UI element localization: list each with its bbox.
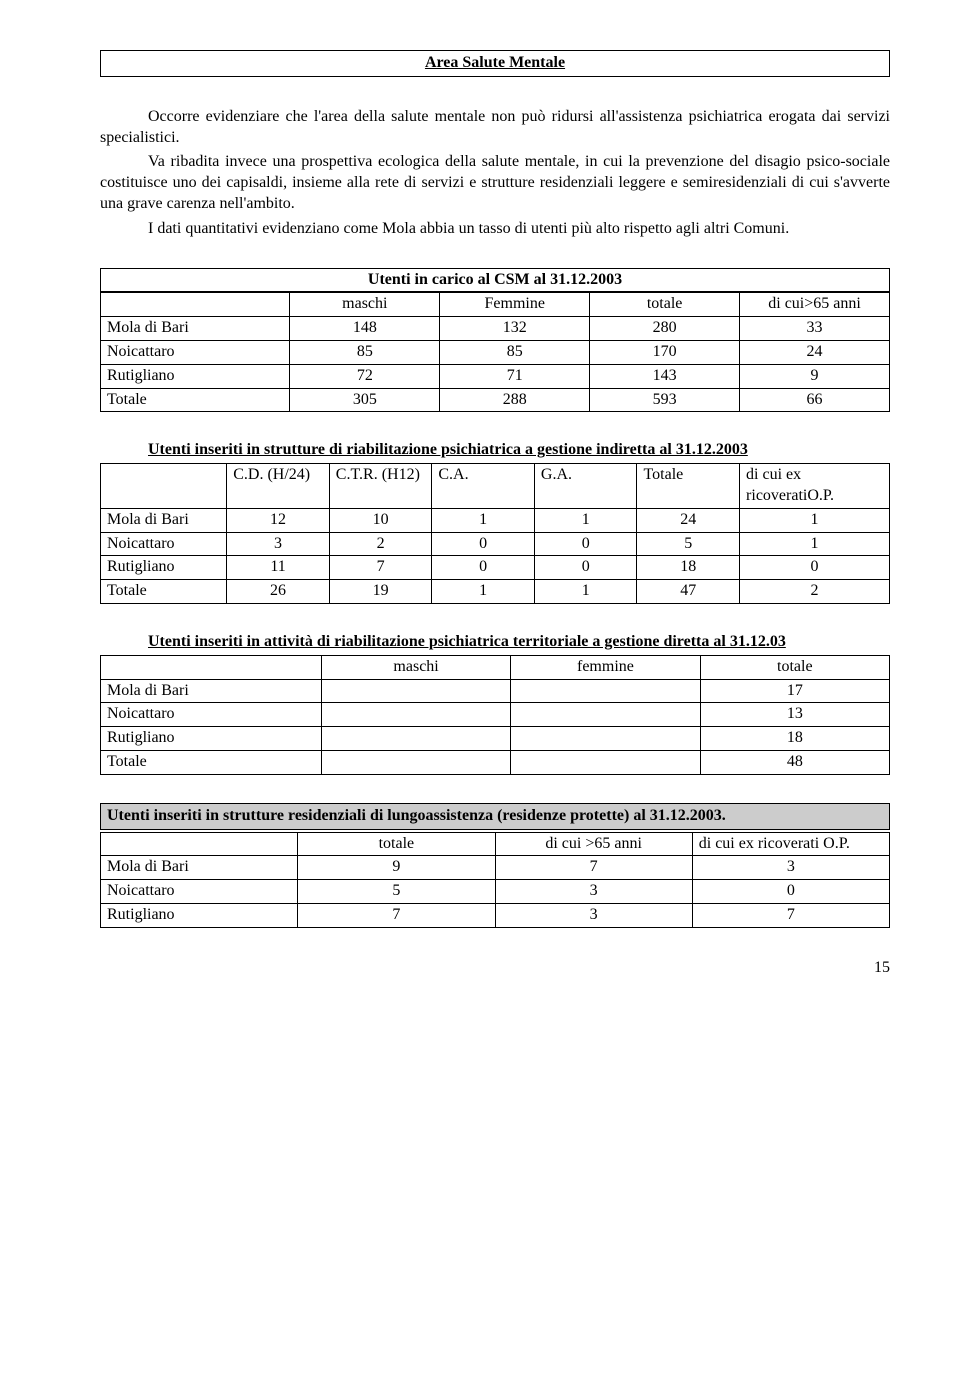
page-title-box: Area Salute Mentale xyxy=(100,50,890,77)
table2-title: Utenti inseriti in strutture di riabilit… xyxy=(148,440,890,461)
table-row: Noicattaro13 xyxy=(101,703,890,727)
paragraph-2: Va ribadita invece una prospettiva ecolo… xyxy=(100,152,890,214)
table1-title: Utenti in carico al CSM al 31.12.2003 xyxy=(101,268,890,292)
table3-title: Utenti inseriti in attività di riabilita… xyxy=(148,632,890,653)
table-header-cell: Femmine xyxy=(440,293,590,317)
table-header-cell: di cui>65 anni xyxy=(740,293,890,317)
table-row: Noicattaro858517024 xyxy=(101,340,890,364)
table-header-row: maschi Femmine totale di cui>65 anni xyxy=(101,293,890,317)
table-row: Totale48 xyxy=(101,750,890,774)
table-row: Mola di Bari121011241 xyxy=(101,508,890,532)
table-row: Rutigliano737 xyxy=(101,903,890,927)
paragraph-1: Occorre evidenziare che l'area della sal… xyxy=(100,107,890,149)
table-header-row: totale di cui >65 anni di cui ex ricover… xyxy=(101,832,890,856)
table-header-cell: totale xyxy=(590,293,740,317)
table-row: Mola di Bari14813228033 xyxy=(101,317,890,341)
table1-title-box: Utenti in carico al CSM al 31.12.2003 xyxy=(100,268,890,293)
table-header-cell xyxy=(101,293,290,317)
table4-title: Utenti inseriti in strutture residenzial… xyxy=(100,803,890,830)
page-number: 15 xyxy=(100,958,890,979)
table-row: Noicattaro320051 xyxy=(101,532,890,556)
table-row: Totale261911472 xyxy=(101,580,890,604)
table4: totale di cui >65 anni di cui ex ricover… xyxy=(100,832,890,928)
table2: C.D. (H/24) C.T.R. (H12) C.A. G.A. Total… xyxy=(100,463,890,604)
table-row: Totale30528859366 xyxy=(101,388,890,412)
table-row: Mola di Bari973 xyxy=(101,856,890,880)
table-row: Mola di Bari17 xyxy=(101,679,890,703)
page-title: Area Salute Mentale xyxy=(425,54,565,71)
table-header-row: C.D. (H/24) C.T.R. (H12) C.A. G.A. Total… xyxy=(101,464,890,509)
table-header-row: maschi femmine totale xyxy=(101,655,890,679)
table1: maschi Femmine totale di cui>65 anni Mol… xyxy=(100,292,890,412)
table-row: Rutigliano72711439 xyxy=(101,364,890,388)
paragraph-3: I dati quantitativi evidenziano come Mol… xyxy=(100,219,890,240)
table-header-cell: maschi xyxy=(290,293,440,317)
table-row: Noicattaro530 xyxy=(101,880,890,904)
table3: maschi femmine totale Mola di Bari17 Noi… xyxy=(100,655,890,775)
table-row: Rutigliano11700180 xyxy=(101,556,890,580)
table-row: Rutigliano18 xyxy=(101,727,890,751)
